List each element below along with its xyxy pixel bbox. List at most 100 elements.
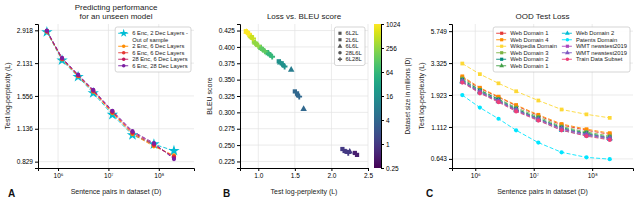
- legend-symbol: [500, 38, 503, 41]
- tick-label: 0.275: [219, 125, 236, 132]
- tick-mark: [237, 31, 240, 32]
- grid: [240, 24, 368, 168]
- marker: [460, 80, 464, 84]
- legend-item: 28L6L: [338, 50, 362, 56]
- tick-mark: [237, 145, 240, 146]
- tick-mark: [449, 31, 452, 32]
- tick-mark: [381, 168, 384, 169]
- marker: [608, 157, 612, 161]
- legend-symbol: [500, 45, 503, 48]
- legend-label: 28 Enc, 6 Dec Layers: [132, 56, 188, 62]
- tick: 2.0: [327, 168, 336, 179]
- tick: 10⁶: [471, 168, 481, 179]
- legend-item: Web Domain 3: [496, 50, 548, 56]
- point: [255, 43, 261, 49]
- point: [300, 105, 306, 111]
- tick-mark: [331, 168, 332, 171]
- tick-label: 4: [386, 117, 390, 124]
- point: [296, 94, 302, 100]
- legend-symbol: [119, 29, 127, 37]
- text-line: 6L6L: [345, 43, 359, 49]
- series-line: [462, 81, 609, 138]
- marker: [130, 130, 134, 134]
- tick: 4: [381, 117, 390, 124]
- legend-item: WMT newstest2019: [562, 43, 627, 49]
- legend-item: 6 Enc, 6 Dec Layers: [118, 50, 184, 56]
- legend-item: Patents Domain: [562, 37, 617, 43]
- series-line: [462, 83, 609, 140]
- tick-mark: [381, 120, 384, 121]
- tick-mark: [381, 48, 384, 49]
- text-line: Train Data Subset: [576, 56, 623, 62]
- tick-label: 64: [386, 69, 394, 76]
- tick: 10⁶: [54, 168, 64, 179]
- x-axis: 1.0 1.5 2.0 2.5: [241, 168, 374, 179]
- tick-label: 3.325: [431, 60, 448, 67]
- legend-symbol: [122, 44, 126, 48]
- tick: 1.0: [254, 168, 263, 179]
- tick: 0.829: [17, 158, 38, 165]
- legend-label: 6 Enc, 2 Dec Layers -Out of sample: [132, 30, 188, 43]
- legend-symbol: [500, 51, 503, 54]
- text-line: Web Domain 1: [510, 30, 548, 36]
- panel-label: B: [223, 188, 230, 199]
- marker: [585, 112, 589, 116]
- legend-symbol: [338, 43, 343, 47]
- panel-label: C: [426, 188, 433, 199]
- series-line: [462, 81, 609, 138]
- marker: [91, 88, 95, 92]
- x-axis-title: Sentence pairs in dataset (D): [71, 188, 162, 196]
- text-line: Out of sample: [132, 37, 168, 43]
- text-line: Predicting performance: [75, 3, 158, 12]
- marker: [45, 28, 49, 32]
- legend-item: 6 Enc, 28 Dec Layers: [118, 63, 188, 69]
- tick: 16: [381, 93, 394, 100]
- legend-symbol: [500, 32, 503, 35]
- tick-label: 2.0: [327, 172, 336, 179]
- marker: [536, 141, 540, 145]
- x-axis-title: Sentence pairs in dataset (D): [497, 188, 588, 196]
- series-line: [462, 77, 609, 134]
- tick: 1.112: [431, 124, 452, 131]
- tick: 0.300: [219, 109, 240, 116]
- tick-mark: [35, 129, 38, 130]
- tick: 0.400: [219, 43, 240, 50]
- tick-label: 0.250: [219, 142, 236, 149]
- legend-symbol: [566, 45, 569, 48]
- tick-label: 2.131: [17, 60, 34, 67]
- text-line: 6 Enc, 2 Dec Layers -: [132, 30, 188, 36]
- text-line: 6L2L: [345, 30, 359, 36]
- tick-label: 10⁷: [529, 172, 539, 179]
- marker: [110, 109, 114, 113]
- tick: 10⁷: [104, 168, 114, 179]
- tick-label: 0.300: [219, 109, 236, 116]
- marker: [536, 99, 540, 103]
- tick: 2.5: [364, 168, 373, 179]
- tick-label: 16: [386, 93, 394, 100]
- marker: [536, 118, 540, 122]
- series-line: [462, 76, 609, 133]
- legend-item: WMT newstest2019: [562, 50, 627, 56]
- tick-mark: [35, 63, 38, 64]
- marker: [110, 109, 114, 113]
- legend-symbol: [338, 32, 341, 35]
- tick-mark: [237, 129, 240, 130]
- marker: [130, 129, 134, 133]
- marker: [584, 155, 588, 159]
- text-line: Loss vs. BLEU score: [267, 12, 342, 21]
- grid-line: [38, 161, 194, 162]
- marker: [60, 56, 64, 60]
- legend-symbol: [338, 51, 342, 55]
- tick-label: 1.5: [291, 172, 300, 179]
- legend-symbol: [338, 57, 342, 61]
- marker: [41, 26, 52, 37]
- tick-mark: [237, 47, 240, 48]
- point: [246, 31, 252, 37]
- text-line: OOD Test Loss: [515, 12, 569, 21]
- tick-label: 1.0: [254, 172, 263, 179]
- tick-mark: [108, 168, 109, 171]
- tick-mark: [237, 96, 240, 97]
- legend-item: Web Domain 1: [496, 63, 548, 69]
- marker: [535, 117, 541, 122]
- tick: 1.923: [431, 92, 452, 99]
